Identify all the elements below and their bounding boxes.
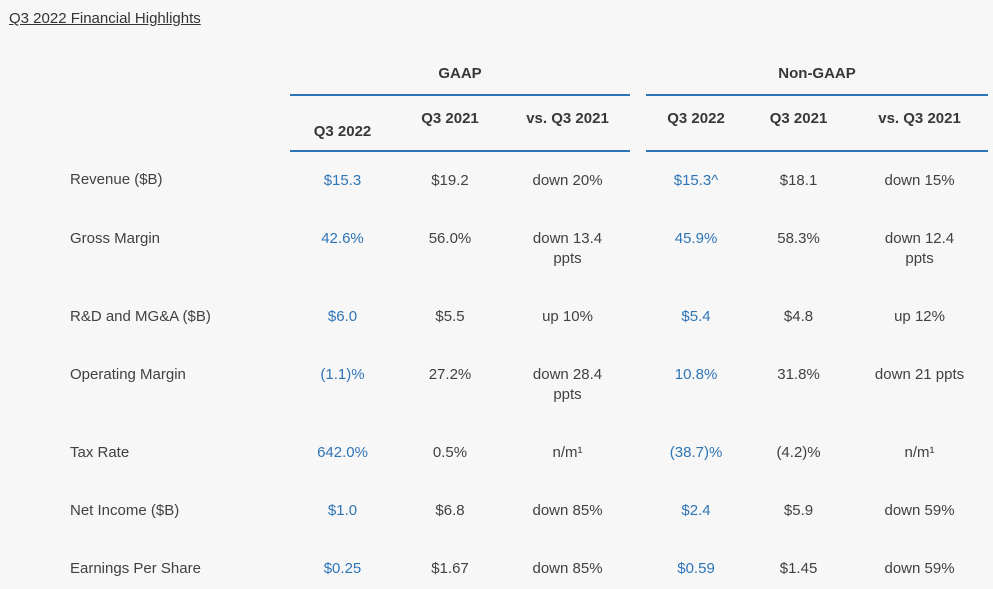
row-label: Gross Margin [70, 230, 161, 247]
page-title: Q3 2022 Financial Highlights [9, 10, 201, 27]
table-row-operating-margin: Operating Margin (1.1)% 27.2% down 28.4 … [40, 346, 988, 424]
gaap-col-header-vs-q3-2021: vs. Q3 2021 [505, 95, 631, 152]
group-gap [630, 346, 646, 424]
nongaap-q3-2021-value: 58.3% [777, 230, 820, 247]
gaap-q3-2022-value: $0.25 [323, 560, 362, 577]
gaap-vs-value: down 13.4 ppts [532, 230, 603, 267]
corner-cell [40, 95, 290, 151]
nongaap-q3-2022-value: $15.3^ [673, 172, 719, 189]
table-row-net-income: Net Income ($B) $1.0 $6.8 down 85% $2.4 … [40, 482, 988, 540]
gaap-group-header: GAAP [290, 52, 631, 96]
row-label: Earnings Per Share [70, 560, 201, 577]
nongaap-q3-2022-value: $5.4 [681, 308, 711, 325]
table-row-tax-rate: Tax Rate 642.0% 0.5% n/m¹ (38.7)% (4.2)%… [40, 424, 988, 482]
group-gap [630, 482, 646, 540]
gaap-q3-2022-value: (1.1)% [320, 366, 365, 383]
group-gap [630, 210, 646, 288]
gaap-col-header-q3-2022: Q3 2022 [290, 95, 395, 152]
group-gap [630, 540, 646, 589]
corner-cell [40, 52, 290, 95]
gaap-q3-2022-value: $1.0 [327, 502, 358, 519]
gaap-vs-value: up 10% [542, 308, 593, 325]
nongaap-q3-2021-value: $5.9 [783, 502, 814, 519]
nongaap-group-header: Non-GAAP [646, 52, 989, 96]
nongaap-col-header-q3-2021: Q3 2021 [746, 95, 852, 152]
nongaap-vs-value: down 12.4 ppts [884, 230, 955, 267]
table-row-gross-margin: Gross Margin 42.6% 56.0% down 13.4 ppts … [40, 210, 988, 288]
gaap-q3-2022-value: 42.6% [321, 230, 364, 247]
gaap-vs-value: down 85% [532, 502, 603, 519]
gaap-q3-2022-value: $6.0 [327, 308, 358, 325]
row-label: Net Income ($B) [70, 502, 180, 519]
nongaap-col-header-q3-2022: Q3 2022 [646, 95, 747, 152]
nongaap-q3-2021-value: 31.8% [777, 366, 820, 383]
group-gap [630, 288, 646, 346]
gaap-q3-2022-value: $15.3 [323, 172, 362, 189]
gaap-q3-2022-value: 642.0% [317, 444, 368, 461]
group-gap [630, 424, 646, 482]
nongaap-vs-value: down 59% [884, 502, 955, 519]
gaap-q3-2021-value: $1.67 [431, 560, 469, 577]
nongaap-q3-2022-value: (38.7)% [669, 444, 723, 461]
row-label: R&D and MG&A ($B) [70, 308, 211, 325]
nongaap-q3-2021-value: $4.8 [783, 308, 814, 325]
nongaap-col-header-vs-q3-2021: vs. Q3 2021 [851, 95, 989, 152]
gaap-q3-2021-value: 56.0% [428, 230, 472, 247]
gaap-vs-value: down 28.4 ppts [532, 366, 603, 403]
table-row-eps: Earnings Per Share $0.25 $1.67 down 85% … [40, 540, 988, 589]
row-label: Operating Margin [70, 366, 186, 383]
nongaap-q3-2022-value: $2.4 [681, 502, 711, 519]
financial-highlights-table: GAAP Non-GAAP Q3 2022 Q3 2021 vs. Q3 202… [40, 52, 989, 589]
nongaap-vs-value: up 12% [894, 308, 945, 325]
gaap-q3-2021-value: $6.8 [435, 502, 465, 519]
gaap-q3-2021-value: $5.5 [435, 308, 465, 325]
gaap-vs-value: down 85% [532, 560, 603, 577]
nongaap-q3-2021-value: $1.45 [779, 560, 818, 577]
table-row-rd-mga: R&D and MG&A ($B) $6.0 $5.5 up 10% $5.4 … [40, 288, 988, 346]
nongaap-vs-value: down 59% [884, 560, 955, 577]
nongaap-vs-value: down 15% [884, 172, 955, 189]
gaap-vs-value: n/m¹ [552, 444, 583, 461]
gaap-vs-value: down 20% [532, 172, 603, 189]
row-label: Revenue ($B) [70, 171, 163, 188]
table-row-revenue: Revenue ($B) $15.3 $19.2 down 20% $15.3^… [40, 151, 988, 210]
nongaap-q3-2022-value: $0.59 [677, 560, 715, 577]
group-gap [630, 151, 646, 210]
gaap-q3-2021-value: 0.5% [432, 444, 468, 461]
column-header-row: Q3 2022 Q3 2021 vs. Q3 2021 Q3 2022 Q3 2… [40, 95, 989, 152]
nongaap-q3-2021-value: (4.2)% [776, 444, 821, 461]
nongaap-q3-2022-value: 10.8% [674, 366, 718, 383]
gaap-q3-2021-value: 27.2% [428, 366, 472, 383]
group-gap [630, 52, 646, 95]
nongaap-vs-value: down 21 ppts [874, 366, 965, 383]
gaap-col-header-q3-2021: Q3 2021 [395, 95, 505, 152]
group-gap [630, 95, 646, 151]
group-header-row: GAAP Non-GAAP [40, 52, 989, 96]
nongaap-vs-value: n/m¹ [904, 444, 935, 461]
nongaap-q3-2022-value: 45.9% [674, 230, 718, 247]
nongaap-q3-2021-value: $18.1 [779, 172, 818, 189]
row-label: Tax Rate [70, 444, 130, 461]
gaap-q3-2021-value: $19.2 [431, 172, 469, 189]
